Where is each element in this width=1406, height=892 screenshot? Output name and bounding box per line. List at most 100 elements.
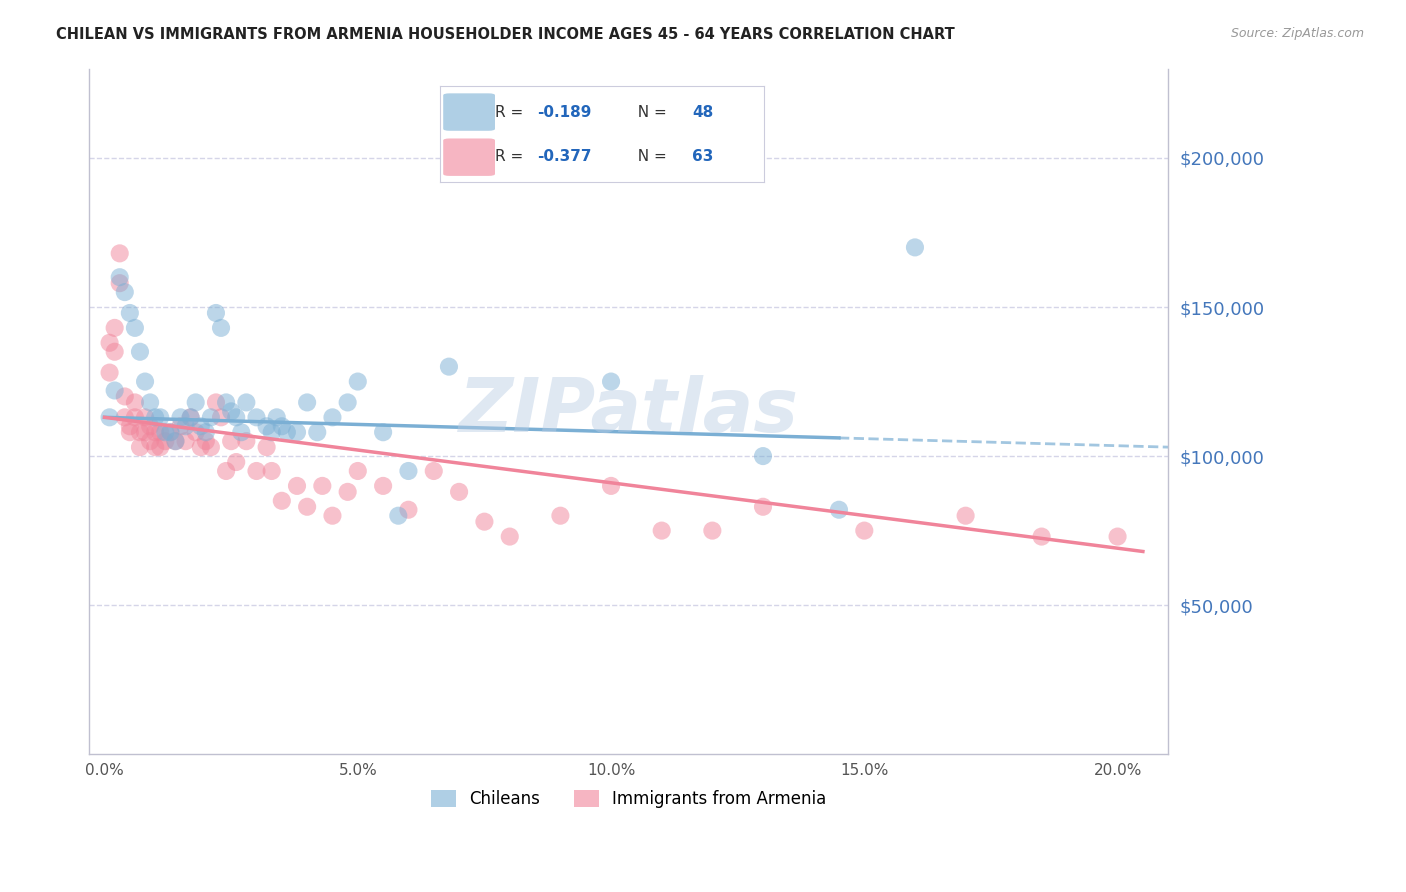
Point [114, 285, 136, 299]
Point [114, 389, 136, 403]
Point [276, 425, 298, 440]
Point [270, 419, 292, 434]
Point [108, 270, 131, 285]
Point [143, 425, 166, 440]
Point [219, 434, 242, 449]
Point [904, 240, 927, 254]
Point [285, 479, 308, 493]
Point [98, 335, 121, 350]
Point [295, 395, 318, 409]
Point [129, 425, 152, 440]
Point [194, 425, 217, 440]
Point [225, 410, 247, 425]
Point [129, 440, 152, 454]
Text: Source: ZipAtlas.com: Source: ZipAtlas.com [1230, 27, 1364, 40]
Point [165, 434, 187, 449]
Point [225, 455, 247, 469]
Point [134, 425, 156, 440]
Point [155, 434, 177, 449]
Point [600, 479, 623, 493]
Point [104, 384, 127, 398]
Point [499, 530, 522, 544]
Point [245, 464, 267, 478]
Point [1031, 530, 1053, 544]
Point [174, 419, 197, 434]
Point [104, 321, 127, 335]
Point [307, 425, 329, 440]
Point [200, 410, 222, 425]
Point [184, 425, 207, 440]
Point [149, 425, 172, 440]
Point [336, 395, 359, 409]
Point [321, 410, 343, 425]
Point [437, 359, 460, 374]
Point [371, 425, 394, 440]
Point [124, 410, 146, 425]
Point [143, 410, 166, 425]
Point [260, 464, 283, 478]
Point [371, 479, 394, 493]
Point [423, 464, 446, 478]
Point [129, 344, 152, 359]
Point [180, 410, 202, 425]
Point [321, 508, 343, 523]
Point [174, 434, 197, 449]
Point [190, 440, 212, 454]
Point [134, 375, 156, 389]
Point [118, 425, 141, 440]
Point [159, 425, 181, 440]
Point [108, 276, 131, 290]
Point [266, 410, 288, 425]
Point [651, 524, 673, 538]
Point [346, 464, 368, 478]
Point [155, 425, 177, 440]
Point [159, 425, 181, 440]
Point [149, 440, 172, 454]
Point [215, 464, 238, 478]
Point [474, 515, 496, 529]
Point [200, 440, 222, 454]
Point [215, 395, 238, 409]
Point [169, 419, 191, 434]
Point [139, 419, 162, 434]
Point [118, 419, 141, 434]
Point [143, 440, 166, 454]
Point [98, 410, 121, 425]
Point [180, 410, 202, 425]
Point [336, 484, 359, 499]
Point [134, 410, 156, 425]
Point [114, 410, 136, 425]
Text: CHILEAN VS IMMIGRANTS FROM ARMENIA HOUSEHOLDER INCOME AGES 45 - 64 YEARS CORRELA: CHILEAN VS IMMIGRANTS FROM ARMENIA HOUSE… [56, 27, 955, 42]
Point [124, 395, 146, 409]
Point [245, 410, 267, 425]
Point [139, 434, 162, 449]
Point [205, 395, 228, 409]
Point [702, 524, 724, 538]
Point [600, 375, 623, 389]
Point [752, 449, 775, 463]
Point [169, 410, 191, 425]
Point [260, 425, 283, 440]
Point [828, 502, 851, 516]
Point [285, 425, 308, 440]
Point [149, 410, 172, 425]
Point [311, 479, 333, 493]
Point [752, 500, 775, 514]
Text: ZIPatlas: ZIPatlas [458, 375, 799, 448]
Legend: Chileans, Immigrants from Armenia: Chileans, Immigrants from Armenia [425, 783, 832, 814]
Point [396, 502, 419, 516]
Point [108, 246, 131, 260]
Point [184, 395, 207, 409]
Point [205, 306, 228, 320]
Point [387, 508, 409, 523]
Point [209, 410, 232, 425]
Point [449, 484, 471, 499]
Point [853, 524, 876, 538]
Point [190, 419, 212, 434]
Point [98, 366, 121, 380]
Point [256, 440, 278, 454]
Point [219, 404, 242, 418]
Point [104, 344, 127, 359]
Point [209, 321, 232, 335]
Point [139, 395, 162, 409]
